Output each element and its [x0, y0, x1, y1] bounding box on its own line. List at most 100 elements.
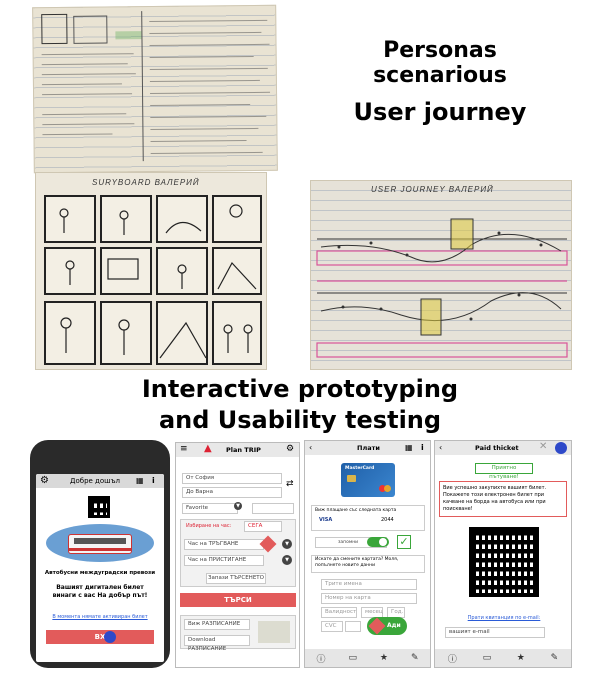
email-input[interactable]: вашият e-mail	[445, 627, 545, 638]
plan-header	[176, 443, 299, 457]
welcome-title: Добре дошъл	[70, 477, 120, 485]
heading-interactive-prototyping: Interactive prototyping	[141, 375, 459, 403]
heading-scenarios: scenarious	[373, 63, 507, 88]
pay-info-icon[interactable]: i	[421, 443, 424, 452]
view-schedule-button[interactable]: Виж РАЗПИСАНИЕ	[184, 619, 250, 630]
payment-tab-bar: ⓘ ▭ ★ ✎	[305, 649, 430, 667]
pay-header	[305, 441, 430, 455]
now-field[interactable]: СЕГА	[244, 521, 282, 532]
storyboard-panel-4	[212, 195, 262, 243]
ticket-message: Вие успешно закупихте вашият билет. Пока…	[439, 481, 567, 517]
storyboard-panel-7	[156, 247, 208, 295]
departure-field[interactable]: Час на ТРЪГВАНЕ	[184, 539, 264, 550]
ticket-cursor-dot	[555, 442, 567, 454]
tab-star-icon[interactable]: ★	[379, 653, 388, 663]
ticket-title: Paid thicket	[475, 444, 519, 452]
payment-screen: ‹ Плати ▦ i MasterCard Виж плащане със с…	[304, 440, 431, 668]
cvc-field[interactable]: CVC	[321, 621, 343, 632]
remember-label: запомни	[338, 540, 359, 545]
welcome-banner: Автобусни междуградски превози	[44, 570, 156, 576]
favorite-select[interactable]: Favorite	[182, 503, 238, 514]
ticket-qr-code	[469, 527, 539, 597]
ticket-tab-info-icon[interactable]: ⓘ	[447, 654, 457, 665]
storyboard-panel-9	[44, 301, 96, 365]
search-button[interactable]: ТЪРСИ	[180, 593, 296, 607]
no-ticket-link[interactable]: В момента нямате активиран билет	[52, 614, 148, 620]
close-icon[interactable]: ✕	[539, 441, 548, 452]
remember-toggle[interactable]	[367, 537, 389, 547]
heading-usability-testing: and Usability testing	[158, 406, 442, 434]
from-field[interactable]: От София	[182, 473, 282, 484]
ticket-tab-edit-icon[interactable]: ✎	[550, 653, 559, 663]
card-brand: MasterCard	[345, 466, 375, 471]
ticket-header	[435, 441, 571, 455]
map-icon[interactable]: ▦	[136, 476, 144, 485]
user-journey-sketch: USER JOURNEY ВАЛЕРИЙ	[310, 180, 572, 370]
storyboard-panel-1	[44, 195, 96, 243]
mastercard-logo	[379, 485, 386, 492]
heading-user-journey: User journey	[353, 98, 527, 126]
valid-field[interactable]: Валидност	[321, 607, 357, 618]
favorite-name-field[interactable]	[252, 503, 294, 514]
hamburger-icon[interactable]: ≡	[180, 444, 188, 454]
remember-checkbox[interactable]: ✓	[397, 535, 411, 549]
card-digits: 2044	[381, 517, 394, 523]
paid-ticket-screen: ‹ Paid thicket ✕ Приятно пътуване! Вие у…	[434, 440, 572, 668]
chevron-down-icon[interactable]: ▼	[234, 502, 242, 510]
pay-button[interactable]: Ади	[367, 617, 407, 635]
status-badge: Приятно пътуване!	[475, 463, 533, 480]
storyboard-panel-5	[44, 247, 96, 295]
journey-diagram	[316, 218, 568, 358]
green-marker-note	[115, 31, 142, 40]
phone-frame: ⚙ Добре дошъл ▦ i Автобусни междуградски…	[30, 440, 170, 668]
departure-dropdown-icon[interactable]: ▼	[282, 539, 292, 549]
login-button[interactable]: ВХ	[46, 630, 154, 644]
storyboard-figures	[59, 204, 257, 359]
change-card-text: Искате да смените картата? Моля, попълне…	[315, 557, 399, 568]
arrival-dropdown-icon[interactable]: ▼	[282, 555, 292, 565]
last-used-label: Виж плащане със следната карта	[315, 508, 397, 513]
storyboard-panel-6	[100, 247, 152, 295]
qr-code-small	[88, 496, 110, 518]
save-search-button[interactable]: Запази ТЪРСЕНЕТО	[206, 573, 266, 584]
ticket-back-icon[interactable]: ‹	[439, 443, 443, 452]
bus-illustration	[46, 524, 154, 562]
tab-info-icon[interactable]: ⓘ	[316, 654, 326, 665]
pay-map-icon[interactable]: ▦	[405, 443, 413, 452]
gear-icon[interactable]: ⚙	[40, 475, 49, 486]
cvc-input[interactable]	[345, 621, 361, 632]
download-schedule-button[interactable]: Download РАЗПИСАНИЕ	[184, 635, 250, 652]
cursor-dot	[104, 631, 116, 643]
storyboard-panel-11	[156, 301, 208, 365]
tab-ticket-icon[interactable]: ✎	[410, 653, 419, 663]
settings-icon[interactable]: ⚙	[286, 444, 295, 454]
to-field[interactable]: До Варна	[182, 487, 282, 498]
change-card-box	[311, 555, 425, 573]
saved-card-box	[311, 505, 425, 531]
login-button-label: ВХ	[94, 633, 106, 641]
ticket-tab-card-icon[interactable]: ▭	[482, 653, 492, 663]
card-type: VISA	[319, 517, 333, 523]
storyboard-sketch: SURYBOARD ВАЛЕРИЙ	[35, 172, 267, 370]
search-button-label: ТЪРСИ	[224, 596, 252, 604]
welcome-message: Вашият дигитален билет винаги с вас На д…	[52, 584, 148, 599]
holder-name-field[interactable]: Трите имена	[321, 579, 417, 590]
swap-icon[interactable]: ⇄	[286, 479, 294, 489]
map-thumbnail	[258, 621, 290, 643]
warning-icon: ▲	[204, 443, 212, 454]
arrival-field[interactable]: Час на ПРИСТИГАНЕ	[184, 555, 264, 566]
email-link[interactable]: Прати квитанция по e-mail:	[467, 615, 541, 621]
welcome-screen: ⚙ Добре дошъл ▦ i Автобусни междуградски…	[36, 474, 164, 662]
credit-card: MasterCard	[341, 463, 395, 497]
tab-card-icon[interactable]: ▭	[348, 653, 357, 663]
heading-personas: Personas	[383, 38, 497, 63]
ticket-tab-bar: ⓘ ▭ ★ ✎	[435, 649, 571, 667]
ticket-tab-star-icon[interactable]: ★	[516, 653, 525, 663]
plan-title: Plan TRIP	[226, 446, 261, 454]
back-icon[interactable]: ‹	[309, 443, 313, 452]
storyboard-panel-12	[212, 301, 262, 365]
info-icon[interactable]: i	[152, 476, 155, 485]
pay-title: Плати	[357, 444, 380, 452]
storyboard-panel-10	[100, 301, 152, 365]
card-number-field[interactable]: Номер на карта	[321, 593, 417, 604]
